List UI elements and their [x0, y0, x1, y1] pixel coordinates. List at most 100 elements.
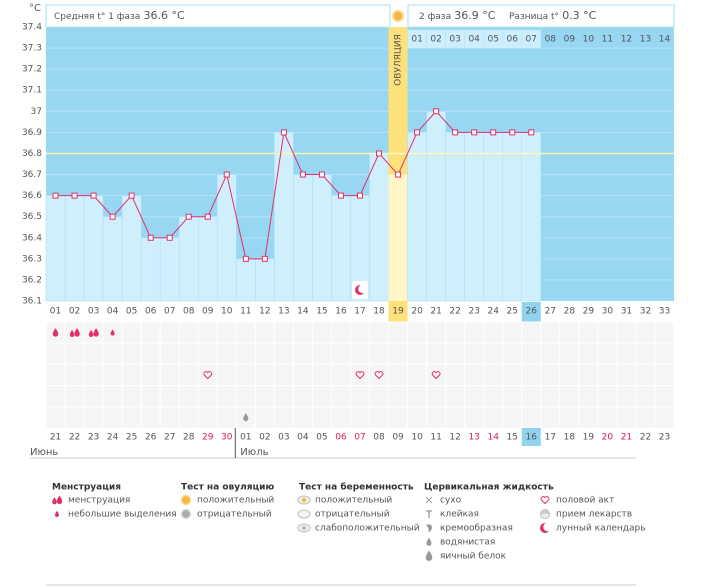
today-date: [521, 428, 541, 446]
drop: [74, 328, 80, 337]
cell: [121, 406, 142, 429]
cell: [45, 363, 66, 387]
cell: [635, 406, 656, 429]
cell: [292, 406, 313, 429]
bar: [407, 132, 427, 302]
cell: [616, 406, 637, 429]
cell: [407, 385, 428, 408]
point: [242, 255, 249, 262]
point: [528, 129, 535, 136]
cell: [483, 321, 504, 344]
x-tick-label: 25: [507, 307, 518, 317]
cell: [349, 363, 371, 387]
x-tick-label: 11: [240, 307, 251, 317]
point: [147, 234, 154, 241]
y-tick-label: 36.2: [22, 275, 42, 285]
diff: Разница t° 0.3 °C: [509, 9, 597, 22]
cell: [159, 385, 180, 408]
point: [337, 192, 344, 199]
x-tick-label: 05: [126, 307, 137, 317]
point: [452, 129, 459, 136]
point: [299, 171, 306, 178]
date: 20: [602, 433, 614, 443]
bar: [83, 195, 104, 302]
point: [109, 213, 116, 220]
phase2-day: 12: [621, 35, 632, 45]
icon: [297, 523, 311, 533]
x-tick-label: 22: [449, 307, 460, 317]
cell: [369, 385, 390, 408]
date: 05: [316, 433, 327, 443]
legend-title: Тест на овуляцию: [181, 483, 274, 493]
cell: [426, 321, 447, 344]
point: [318, 171, 325, 178]
drop: [425, 550, 433, 561]
heart: [203, 371, 213, 380]
cell: [254, 363, 275, 387]
cell: [330, 406, 351, 429]
drop: [69, 329, 75, 337]
date: 23: [659, 433, 670, 443]
cell: [45, 342, 66, 365]
cell: [559, 385, 580, 408]
x-tick-label: 24: [487, 307, 499, 317]
cell: [159, 406, 180, 429]
drop: [110, 329, 115, 336]
x-tick-label: 01: [50, 307, 61, 317]
phase2-strip: [521, 29, 542, 49]
cell: [407, 406, 428, 429]
point: [280, 129, 287, 136]
icon: [540, 522, 552, 533]
y-tick-label: 37: [31, 107, 42, 117]
legend-title: Цервикальная жидкость: [424, 483, 554, 493]
point: [185, 213, 192, 220]
x-tick-label: 16: [335, 307, 347, 317]
cell: [102, 406, 123, 429]
phase2-day: 01: [411, 35, 422, 45]
icon: [425, 550, 433, 561]
x-tick-label: 26: [526, 307, 538, 317]
cell: [445, 406, 466, 429]
y-tick-label: 36.3: [22, 254, 42, 264]
legend-item: отрицательный: [197, 510, 272, 520]
phase2-day: 09: [564, 35, 576, 45]
icon: [426, 537, 432, 546]
cell: [635, 385, 656, 408]
cell: [197, 342, 218, 365]
ovulation-icon: [392, 10, 404, 22]
x-tick-label: 31: [621, 307, 632, 317]
date: 09: [392, 433, 404, 443]
point: [433, 108, 440, 115]
cell: [83, 321, 104, 344]
x-tick-label: 06: [145, 307, 157, 317]
point: [90, 192, 97, 199]
cell: [330, 321, 351, 344]
t: [426, 510, 432, 518]
icon: [425, 496, 433, 504]
ovulation-day: [388, 301, 408, 322]
cell: [616, 321, 637, 344]
cell: [426, 385, 447, 408]
cell: [464, 342, 485, 365]
phase2-day: 07: [526, 35, 537, 45]
cell: [216, 342, 237, 365]
cell: [559, 342, 580, 365]
cell: [502, 321, 523, 344]
date: 29: [202, 433, 214, 443]
cell: [559, 321, 580, 344]
cell: [578, 406, 599, 429]
cell: [216, 321, 237, 344]
cell: [349, 406, 371, 429]
cell: [235, 321, 256, 344]
date: 21: [50, 433, 61, 443]
month: Июль: [240, 447, 268, 458]
date: 19: [583, 433, 595, 443]
cell: [540, 342, 561, 365]
bar: [45, 195, 66, 302]
icon: [110, 329, 115, 336]
cell: [197, 406, 218, 429]
test: [297, 509, 311, 519]
icon: [297, 495, 311, 505]
x-tick-label: 04: [107, 307, 119, 317]
cell: [635, 321, 656, 344]
